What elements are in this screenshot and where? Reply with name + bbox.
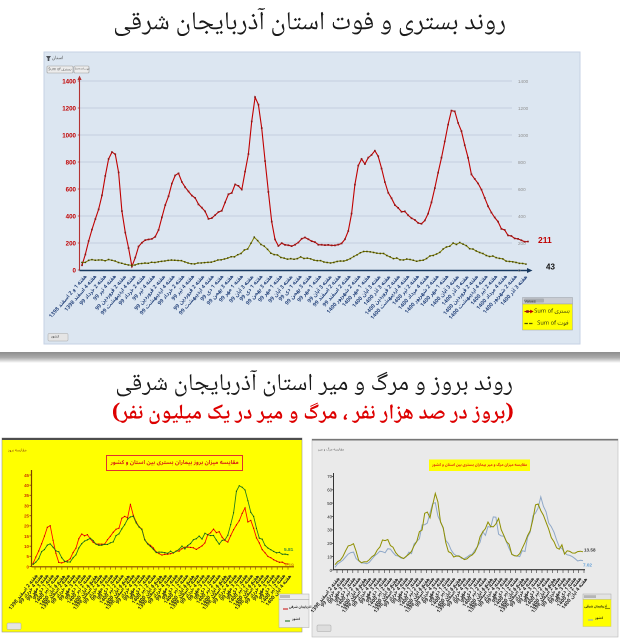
- svg-text:10: 10: [24, 544, 29, 549]
- svg-text:40: 40: [327, 514, 332, 519]
- svg-text:10: 10: [327, 554, 332, 559]
- svg-text:43: 43: [546, 263, 555, 272]
- svg-text:200: 200: [518, 241, 526, 246]
- svg-text:1000: 1000: [62, 132, 76, 139]
- svg-text:7.02: 7.02: [583, 563, 592, 568]
- svg-text:20: 20: [327, 541, 332, 546]
- svg-text:0: 0: [330, 568, 333, 573]
- svg-text:35: 35: [24, 493, 29, 498]
- svg-text:0: 0: [518, 268, 521, 273]
- svg-text:25: 25: [24, 514, 29, 519]
- svg-text:0: 0: [73, 267, 77, 274]
- svg-text:Values: Values: [525, 299, 536, 303]
- svg-text:60: 60: [327, 488, 332, 493]
- svg-text:5: 5: [27, 554, 30, 559]
- svg-text:40: 40: [24, 483, 29, 488]
- svg-text:1000: 1000: [518, 133, 529, 138]
- svg-text:5.81: 5.81: [284, 547, 294, 553]
- svg-text:600: 600: [518, 187, 526, 192]
- svg-text:1400: 1400: [518, 79, 529, 84]
- svg-text:1.19: 1.19: [285, 563, 295, 569]
- svg-text:70: 70: [327, 474, 332, 479]
- svg-text:30: 30: [24, 503, 29, 508]
- svg-text:45: 45: [24, 473, 29, 478]
- svg-text:0: 0: [27, 564, 30, 569]
- svg-text:400: 400: [518, 214, 526, 219]
- svg-text:1400: 1400: [62, 78, 76, 85]
- svg-text:600: 600: [66, 186, 77, 193]
- svg-text:30: 30: [327, 528, 332, 533]
- svg-text:50: 50: [327, 501, 332, 506]
- svg-text:400: 400: [66, 213, 77, 220]
- svg-text:1200: 1200: [518, 106, 529, 111]
- svg-text:800: 800: [518, 160, 526, 165]
- svg-text:20: 20: [24, 524, 29, 529]
- svg-text:800: 800: [66, 159, 77, 166]
- svg-text:13.58: 13.58: [584, 548, 596, 553]
- svg-text:1200: 1200: [62, 105, 76, 112]
- svg-text:211: 211: [538, 235, 552, 245]
- svg-text:15: 15: [24, 534, 29, 539]
- svg-text:200: 200: [66, 240, 77, 247]
